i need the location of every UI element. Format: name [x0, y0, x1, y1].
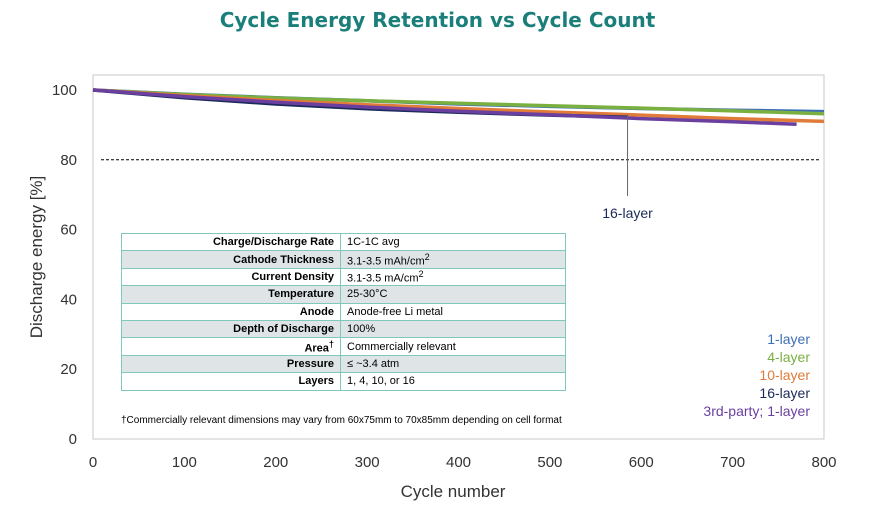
- x-tick-label: 400: [446, 454, 471, 471]
- x-axis-ticks: 0 100 200 300 400 500 600 700 800: [89, 454, 837, 471]
- y-tick-label: 80: [60, 152, 77, 169]
- x-axis-label: Cycle number: [401, 482, 506, 501]
- table-row: Pressure ≤ ~3.4 atm: [121, 354, 566, 374]
- chart-title: Cycle Energy Retention vs Cycle Count: [219, 8, 656, 32]
- y-axis-ticks: 0 20 40 60 80 100: [52, 82, 77, 448]
- table-row: Area† Commercially relevant: [121, 337, 566, 356]
- value-cell: 100%: [340, 319, 566, 339]
- table-row: Depth of Discharge 100%: [121, 319, 566, 339]
- test-conditions-table: Charge/Discharge Rate 1C-1C avg Cathode Th…: [121, 232, 566, 391]
- x-tick-label: 0: [89, 454, 97, 471]
- param-cell: Temperature: [121, 285, 341, 304]
- legend-entry: 10-layer: [759, 367, 810, 383]
- value-cell: Anode-free Li metal: [340, 302, 566, 321]
- annotation-label: 16-layer: [602, 205, 653, 221]
- series-lines: [92, 88, 825, 126]
- x-tick-label: 700: [720, 454, 745, 471]
- param-cell: Anode: [121, 302, 341, 321]
- value-cell: 25-30°C: [340, 285, 566, 304]
- y-axis-label: Discharge energy [%]: [27, 176, 46, 339]
- table-row: Anode Anode-free Li metal: [121, 302, 566, 321]
- y-tick-label: 40: [60, 291, 77, 308]
- table-row: Cathode Thickness 3.1-3.5 mAh/cm2: [121, 250, 566, 269]
- y-tick-label: 60: [60, 222, 77, 239]
- value-cell: 3.1-3.5 mA/cm2: [340, 267, 566, 287]
- param-cell: Depth of Discharge: [121, 319, 341, 339]
- value-cell: 1C-1C avg: [340, 232, 566, 252]
- x-tick-label: 500: [537, 454, 562, 471]
- table-row: Current Density 3.1-3.5 mA/cm2: [121, 267, 566, 287]
- param-cell: Cathode Thickness: [121, 250, 341, 269]
- table-row: Layers 1, 4, 10, or 16: [121, 372, 566, 391]
- param-cell: Current Density: [121, 267, 341, 287]
- param-cell: Charge/Discharge Rate: [121, 232, 341, 252]
- param-cell: Layers: [121, 372, 341, 391]
- legend-entry: 4-layer: [767, 349, 810, 365]
- y-tick-label: 100: [52, 82, 77, 99]
- legend-entry: 1-layer: [767, 331, 810, 347]
- value-cell: 1, 4, 10, or 16: [340, 372, 566, 391]
- x-tick-label: 800: [811, 454, 836, 471]
- table-row: Temperature 25-30°C: [121, 285, 566, 304]
- legend-entry: 3rd-party; 1-layer: [703, 403, 810, 419]
- y-tick-label: 20: [60, 361, 77, 378]
- y-tick-label: 0: [69, 431, 77, 448]
- x-tick-label: 200: [263, 454, 288, 471]
- x-tick-label: 600: [629, 454, 654, 471]
- value-cell: 3.1-3.5 mAh/cm2: [340, 250, 566, 269]
- value-cell: Commercially relevant: [340, 337, 566, 356]
- value-cell: ≤ ~3.4 atm: [340, 354, 566, 374]
- x-tick-label: 100: [172, 454, 197, 471]
- legend-entry: 16-layer: [759, 385, 810, 401]
- table-footnote: †Commercially relevant dimensions may va…: [121, 415, 562, 426]
- param-cell: Pressure: [121, 354, 341, 374]
- x-tick-label: 300: [355, 454, 380, 471]
- param-cell: Area†: [121, 337, 341, 356]
- table-row: Charge/Discharge Rate 1C-1C avg: [121, 232, 566, 252]
- series-line-3rd-party-1-layer: [92, 88, 797, 126]
